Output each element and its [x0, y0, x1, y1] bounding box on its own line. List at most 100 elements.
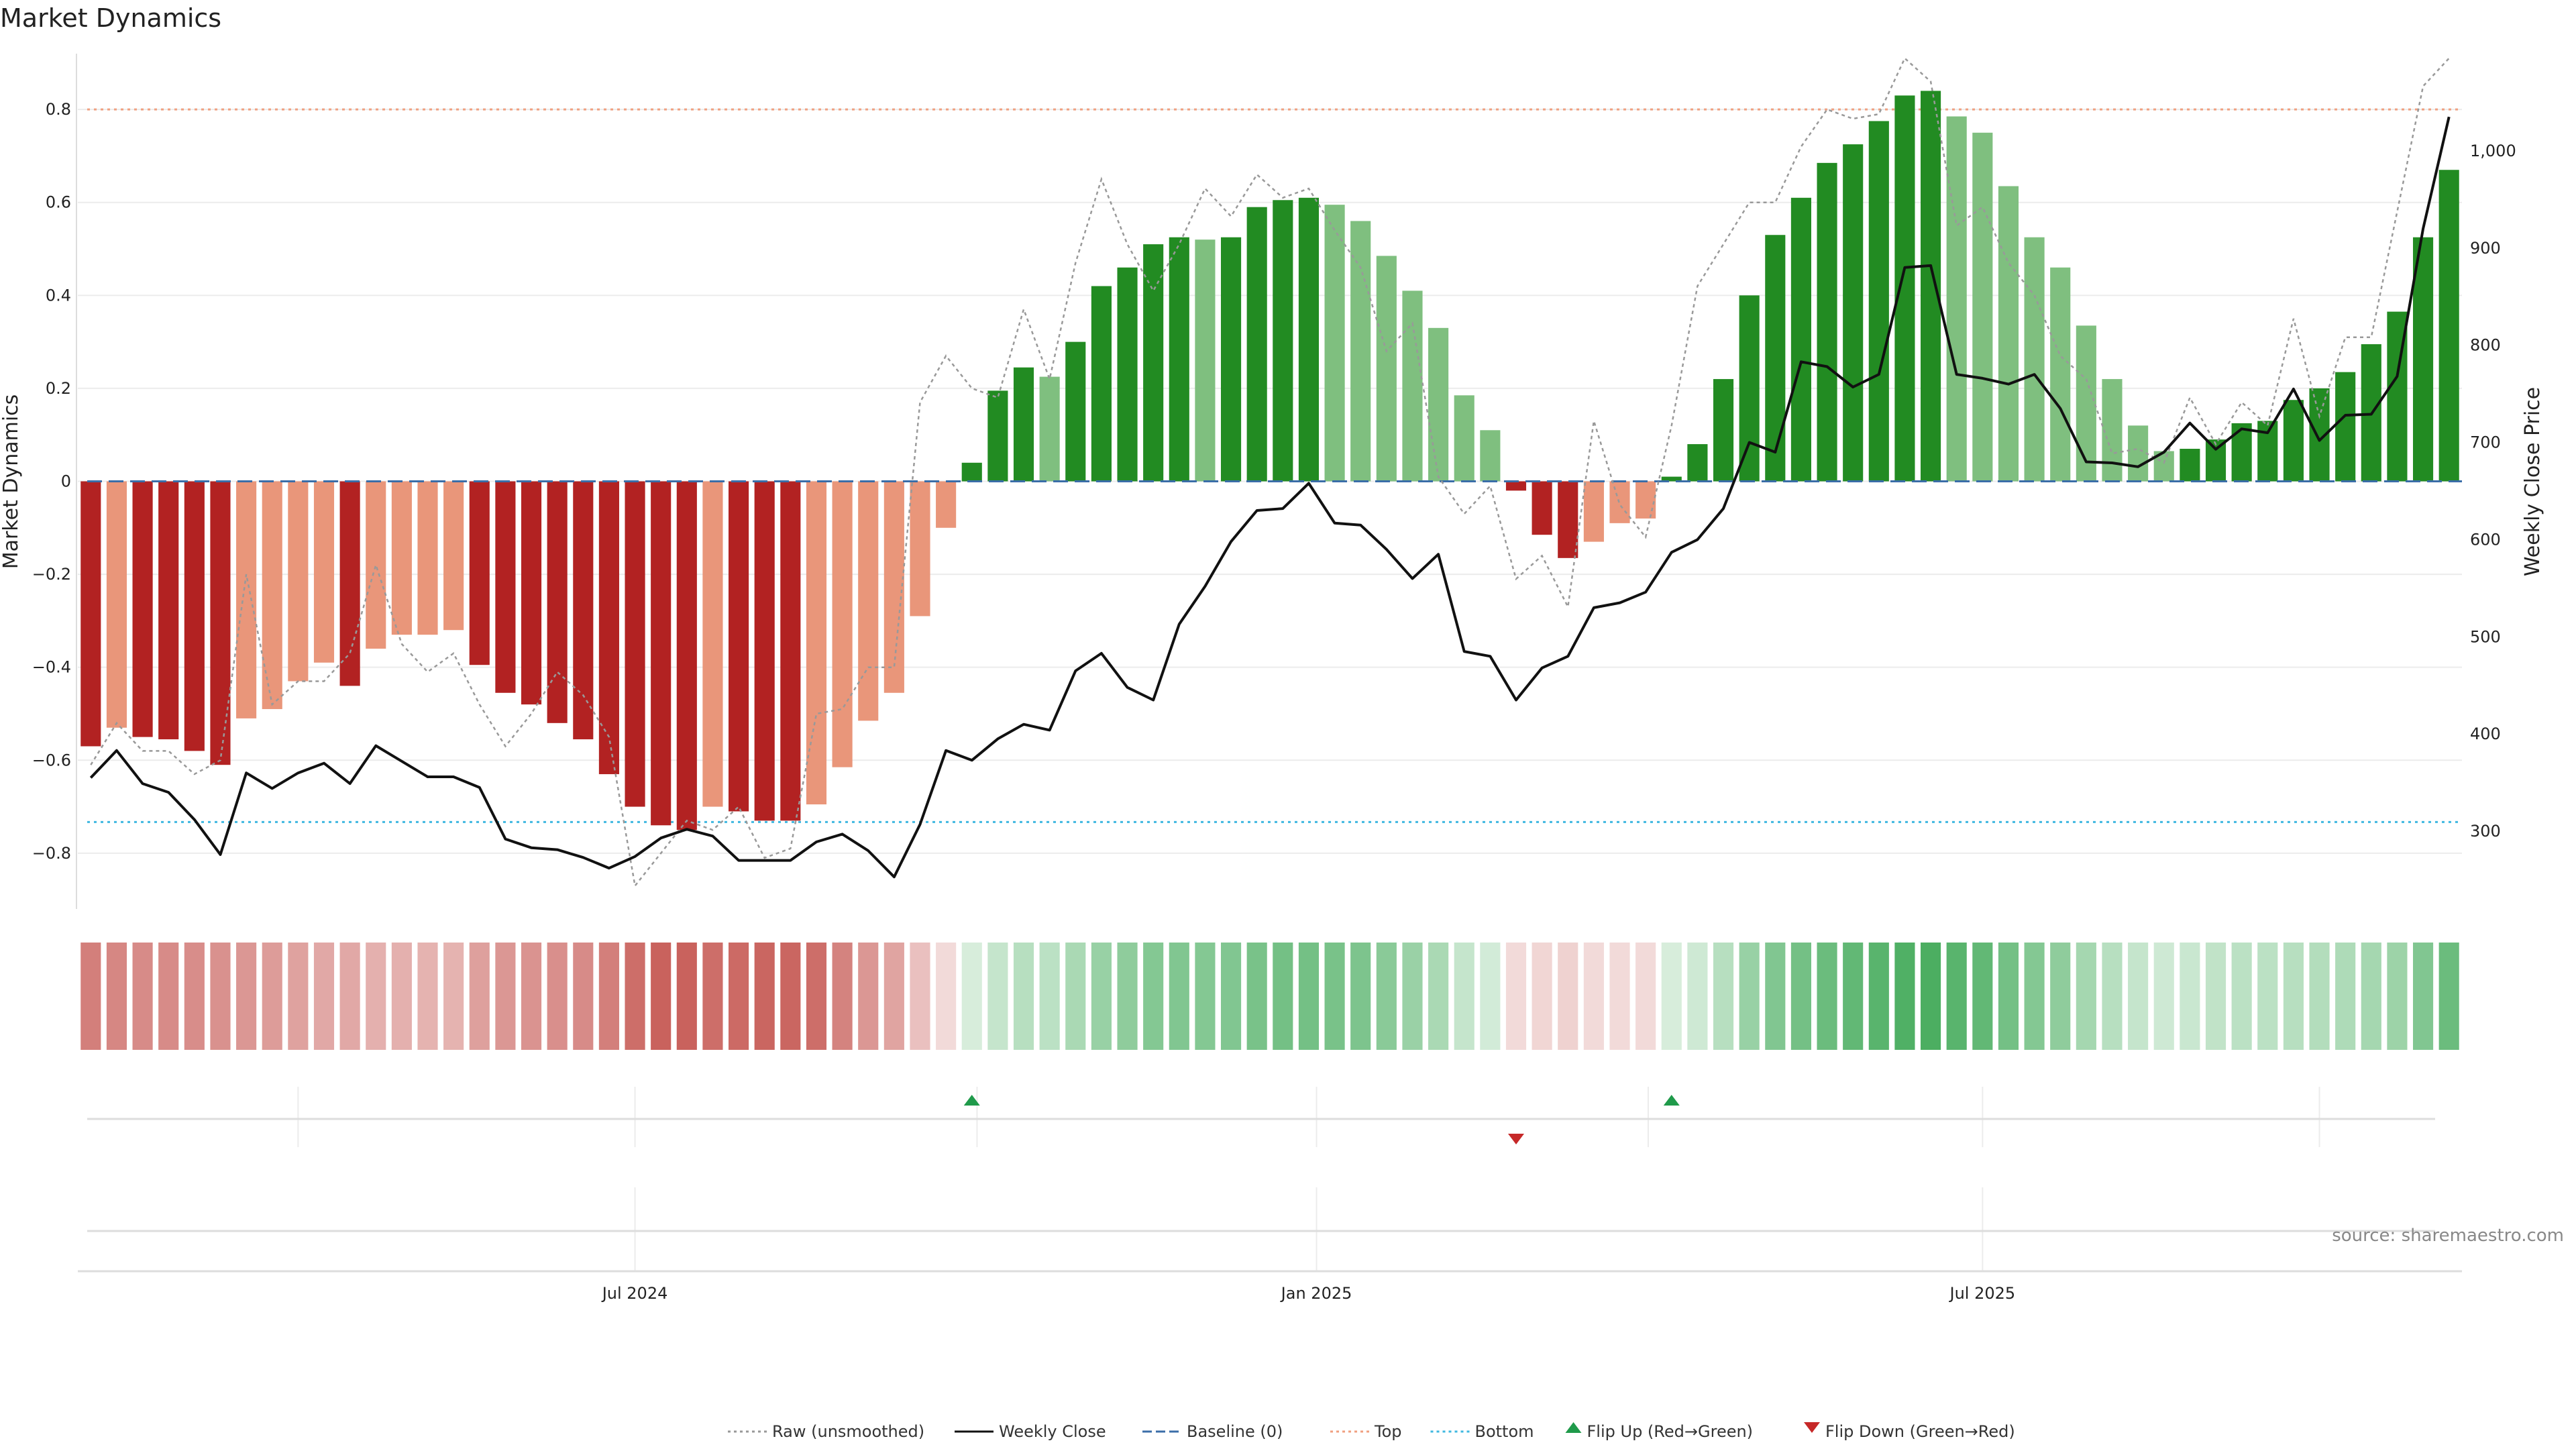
dynamics-bar	[2205, 439, 2226, 482]
heatstrip-cell	[106, 943, 127, 1050]
heatstrip-cell	[1661, 943, 1682, 1050]
heatstrip-cell	[1635, 943, 1656, 1050]
legend-item-flip_down: Flip Down (Green→Red)	[1804, 1422, 2015, 1441]
heatstrip-cell	[961, 943, 982, 1050]
legend-label: Flip Up (Red→Green)	[1587, 1422, 1754, 1441]
dynamics-bar	[1013, 367, 1034, 482]
dynamics-bar	[573, 481, 594, 740]
heatstrip-cell	[2387, 943, 2408, 1050]
dynamics-bar	[910, 481, 930, 616]
heatstrip-cell	[1480, 943, 1501, 1050]
heatstrip-cell	[1868, 943, 1889, 1050]
dynamics-bar	[132, 481, 153, 737]
dynamics-bar	[1894, 95, 1915, 482]
heatstrip-cell	[780, 943, 801, 1050]
heatstrip-cell	[2361, 943, 2381, 1050]
legend-item-top: Top	[1330, 1422, 1402, 1441]
y2-tick-label: 600	[2470, 530, 2501, 549]
heatstrip-cell	[1817, 943, 1837, 1050]
dynamics-bar	[1868, 121, 1889, 482]
legend-swatch	[1804, 1422, 1820, 1433]
dynamics-bar	[1298, 197, 1320, 482]
heatstrip-cell	[1972, 943, 1993, 1050]
heatstrip-cell	[936, 943, 957, 1050]
dynamics-bar	[1169, 237, 1189, 482]
heatstrip-cell	[1454, 943, 1474, 1050]
heatstrip-cell	[1117, 943, 1138, 1050]
intensity-heatstrip	[80, 943, 2459, 1050]
heatstrip-cell	[1298, 943, 1320, 1050]
dynamics-bar	[1558, 481, 1578, 558]
dynamics-bar	[1946, 116, 1967, 482]
legend-label: Flip Down (Green→Red)	[1825, 1422, 2015, 1441]
heatstrip-cell	[521, 943, 542, 1050]
heatstrip-cell	[573, 943, 594, 1050]
dynamics-bar	[961, 462, 982, 482]
heatstrip-cell	[676, 943, 697, 1050]
dynamics-bar	[2128, 425, 2149, 482]
dynamics-bar	[625, 481, 645, 807]
dynamics-bar	[1972, 132, 1993, 482]
y-tick-label: 0.2	[46, 379, 71, 398]
dynamics-bar	[1765, 235, 1786, 482]
dynamics-bar	[2257, 421, 2278, 482]
dynamics-bar	[676, 481, 697, 830]
heatstrip-cell	[1609, 943, 1630, 1050]
heatstrip-cell	[132, 943, 153, 1050]
heatstrip-cell	[262, 943, 282, 1050]
dynamics-bar	[729, 481, 749, 812]
dynamics-bar	[806, 481, 827, 805]
y-tick-label: −0.2	[32, 565, 71, 584]
flip-down-marker	[1507, 1134, 1524, 1144]
heatstrip-cell	[417, 943, 438, 1050]
heatstrip-cell	[80, 943, 101, 1050]
heatstrip-cell	[1713, 943, 1734, 1050]
heatstrip-cell	[2076, 943, 2096, 1050]
heatstrip-cell	[2205, 943, 2226, 1050]
heatstrip-cell	[883, 943, 904, 1050]
heatstrip-cell	[1894, 943, 1915, 1050]
y2-tick-label: 1,000	[2470, 142, 2516, 160]
heatstrip-cell	[2102, 943, 2123, 1050]
dynamics-bar	[936, 481, 957, 528]
heatstrip-cell	[547, 943, 568, 1050]
heatstrip-cell	[313, 943, 335, 1050]
dynamics-bar	[1402, 290, 1423, 482]
heatstrip-cell	[1273, 943, 1293, 1050]
dynamics-bar	[339, 481, 360, 686]
legend-item-bottom: Bottom	[1430, 1422, 1534, 1441]
flip-up-marker	[963, 1095, 980, 1106]
y-tick-label: −0.4	[32, 658, 71, 677]
dynamics-bar	[158, 481, 179, 740]
y-tick-label: 0.4	[46, 286, 71, 305]
heatstrip-cell	[2283, 943, 2304, 1050]
heatstrip-cell	[651, 943, 672, 1050]
threshold-lines	[87, 108, 2462, 823]
dynamics-bar	[2231, 423, 2252, 482]
legend-item-flip_up: Flip Up (Red→Green)	[1565, 1422, 1754, 1441]
dynamics-bar	[1065, 341, 1086, 482]
dynamics-bar	[780, 481, 801, 821]
x-tick-label: Jul 2024	[601, 1284, 668, 1303]
dynamics-bar	[1195, 239, 1216, 482]
heatstrip-cell	[2412, 943, 2434, 1050]
dynamics-bar	[313, 481, 335, 663]
heatstrip-cell	[2438, 943, 2459, 1050]
dynamics-bar	[1220, 237, 1242, 482]
dynamics-bar	[469, 481, 490, 665]
dynamics-bar	[1117, 267, 1138, 482]
heatstrip-cell	[2128, 943, 2149, 1050]
heatstrip-cell	[1376, 943, 1397, 1050]
heatstrip-cell	[1505, 943, 1527, 1050]
x-axis: Jul 2024 Jan 2025 Jul 2025	[78, 1187, 2462, 1303]
heatstrip-cell	[2050, 943, 2071, 1050]
dynamics-bar	[495, 481, 516, 693]
heatstrip-cell	[1324, 943, 1345, 1050]
dynamics-bar	[1817, 162, 1837, 482]
right-y-axis-label: Weekly Close Price	[2521, 387, 2544, 576]
dynamics-bar	[1790, 197, 1811, 482]
heatstrip-cell	[1195, 943, 1216, 1050]
dynamics-bar	[858, 481, 879, 721]
dynamics-bar	[2024, 237, 2045, 482]
dynamics-bar	[1843, 144, 1864, 482]
